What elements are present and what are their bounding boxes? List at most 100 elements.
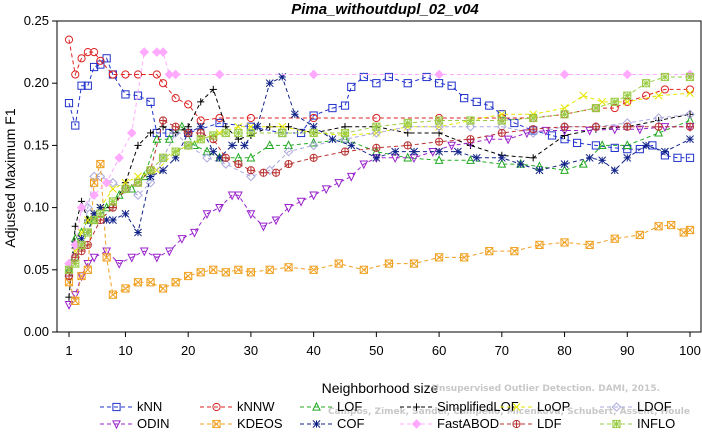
legend-marker [212, 402, 221, 412]
data-point-cof [623, 153, 632, 162]
legend-marker [512, 419, 521, 429]
data-point-inflo [108, 197, 118, 206]
data-point-ldof [465, 121, 476, 132]
data-point-cof [535, 166, 544, 175]
legend-label: SimplifiedLOF [437, 399, 519, 414]
data-point-inflo [623, 91, 632, 100]
data-point-inflo [434, 116, 444, 125]
watermark-line-2: Unsupervised Outlier Detection. DAMI, 20… [432, 384, 660, 394]
data-point-cof [347, 141, 356, 150]
data-point-inflo [309, 128, 318, 138]
data-point-lof [578, 158, 588, 168]
data-point-knnw [309, 113, 318, 123]
data-point-inflo [234, 128, 243, 138]
data-point-odin [83, 259, 93, 269]
data-point-kdeos [460, 253, 469, 262]
x-tick-label: 30 [244, 343, 258, 358]
data-point-knnw [171, 94, 180, 103]
data-point-kdeos [635, 230, 644, 240]
data-point-simplifiedlof [197, 98, 205, 106]
legend-label: KDEOS [237, 416, 283, 431]
data-point-odin [660, 123, 670, 132]
data-point-ldof [170, 128, 181, 138]
data-point-knn [447, 81, 456, 90]
data-point-kdeos [158, 284, 168, 293]
data-point-knn [372, 79, 381, 88]
series-line-ldof [68, 113, 691, 277]
data-point-loop [654, 91, 663, 100]
data-point-kdeos [209, 265, 218, 274]
data-point-inflo [158, 153, 168, 162]
series-lof [64, 115, 695, 274]
legend-item-kdeos: KDEOS [200, 416, 283, 431]
data-point-fastabod [622, 69, 633, 80]
legend-item-lof: LOF [300, 399, 362, 414]
data-point-ldof [83, 202, 93, 213]
data-point-knn [685, 153, 695, 162]
data-point-kdeos [89, 178, 99, 187]
data-point-ldof [246, 171, 256, 182]
data-point-fastabod [434, 69, 444, 80]
data-point-kdeos [121, 284, 130, 293]
data-point-cof [228, 141, 237, 150]
watermark-line-1: Campos, Zimek, Sander, Campello, Micenko… [328, 407, 690, 417]
data-point-ldof [221, 159, 231, 169]
data-point-inflo [71, 259, 80, 268]
data-point-inflo [685, 72, 695, 82]
data-point-inflo [83, 228, 92, 237]
data-point-knn [403, 79, 412, 88]
data-point-knn [485, 101, 494, 110]
data-point-ldf [560, 122, 569, 131]
series-layer [64, 35, 695, 310]
data-point-odin [152, 253, 162, 263]
data-point-simplifiedlof [529, 154, 537, 162]
data-point-simplifiedlof [71, 222, 79, 230]
data-point-odin [484, 135, 494, 145]
data-point-inflo [171, 147, 180, 156]
data-point-odin [334, 179, 344, 188]
data-point-knn [384, 72, 394, 82]
data-point-kdeos [102, 253, 111, 262]
data-point-knn [71, 121, 80, 130]
y-tick-label: 0.05 [24, 262, 49, 277]
data-point-knn [635, 145, 644, 154]
data-point-knn [146, 97, 155, 106]
legend-label: FastABOD [437, 416, 499, 431]
data-point-kdeos [654, 222, 663, 231]
data-point-ldf [158, 116, 168, 125]
data-point-inflo [89, 215, 99, 225]
data-point-fastabod [559, 69, 570, 80]
data-point-odin [541, 126, 551, 136]
data-point-odin [227, 191, 237, 201]
x-tick-label: 1 [65, 343, 72, 358]
data-point-knnw [83, 48, 92, 57]
data-point-ldf [654, 122, 663, 131]
data-point-ldf [372, 143, 381, 152]
data-point-knn [340, 101, 350, 110]
y-tick-label: 0.25 [24, 13, 49, 28]
legend-label: COF [337, 416, 365, 431]
series-odin [64, 123, 695, 310]
data-point-knnw [158, 79, 168, 88]
data-point-kdeos [171, 278, 180, 287]
data-point-odin [309, 191, 319, 201]
y-tick-label: 0.10 [24, 200, 49, 215]
data-point-cof [121, 209, 130, 218]
data-point-loop [686, 89, 694, 98]
series-cof [65, 73, 694, 274]
data-point-knn [215, 118, 224, 128]
data-point-ldof [685, 109, 695, 120]
data-point-inflo [497, 116, 506, 125]
data-point-cof [435, 147, 444, 156]
series-kdeos [64, 159, 695, 305]
data-point-lof [434, 155, 444, 164]
data-point-cof [642, 141, 651, 150]
legend-marker [411, 419, 422, 429]
data-point-kdeos [585, 240, 594, 250]
data-point-simplifiedlof [134, 141, 142, 149]
plot-border [56, 20, 702, 333]
data-point-knnw [77, 54, 86, 63]
data-point-knn [309, 111, 318, 120]
data-point-kdeos [334, 259, 343, 268]
data-point-knn [77, 81, 86, 90]
